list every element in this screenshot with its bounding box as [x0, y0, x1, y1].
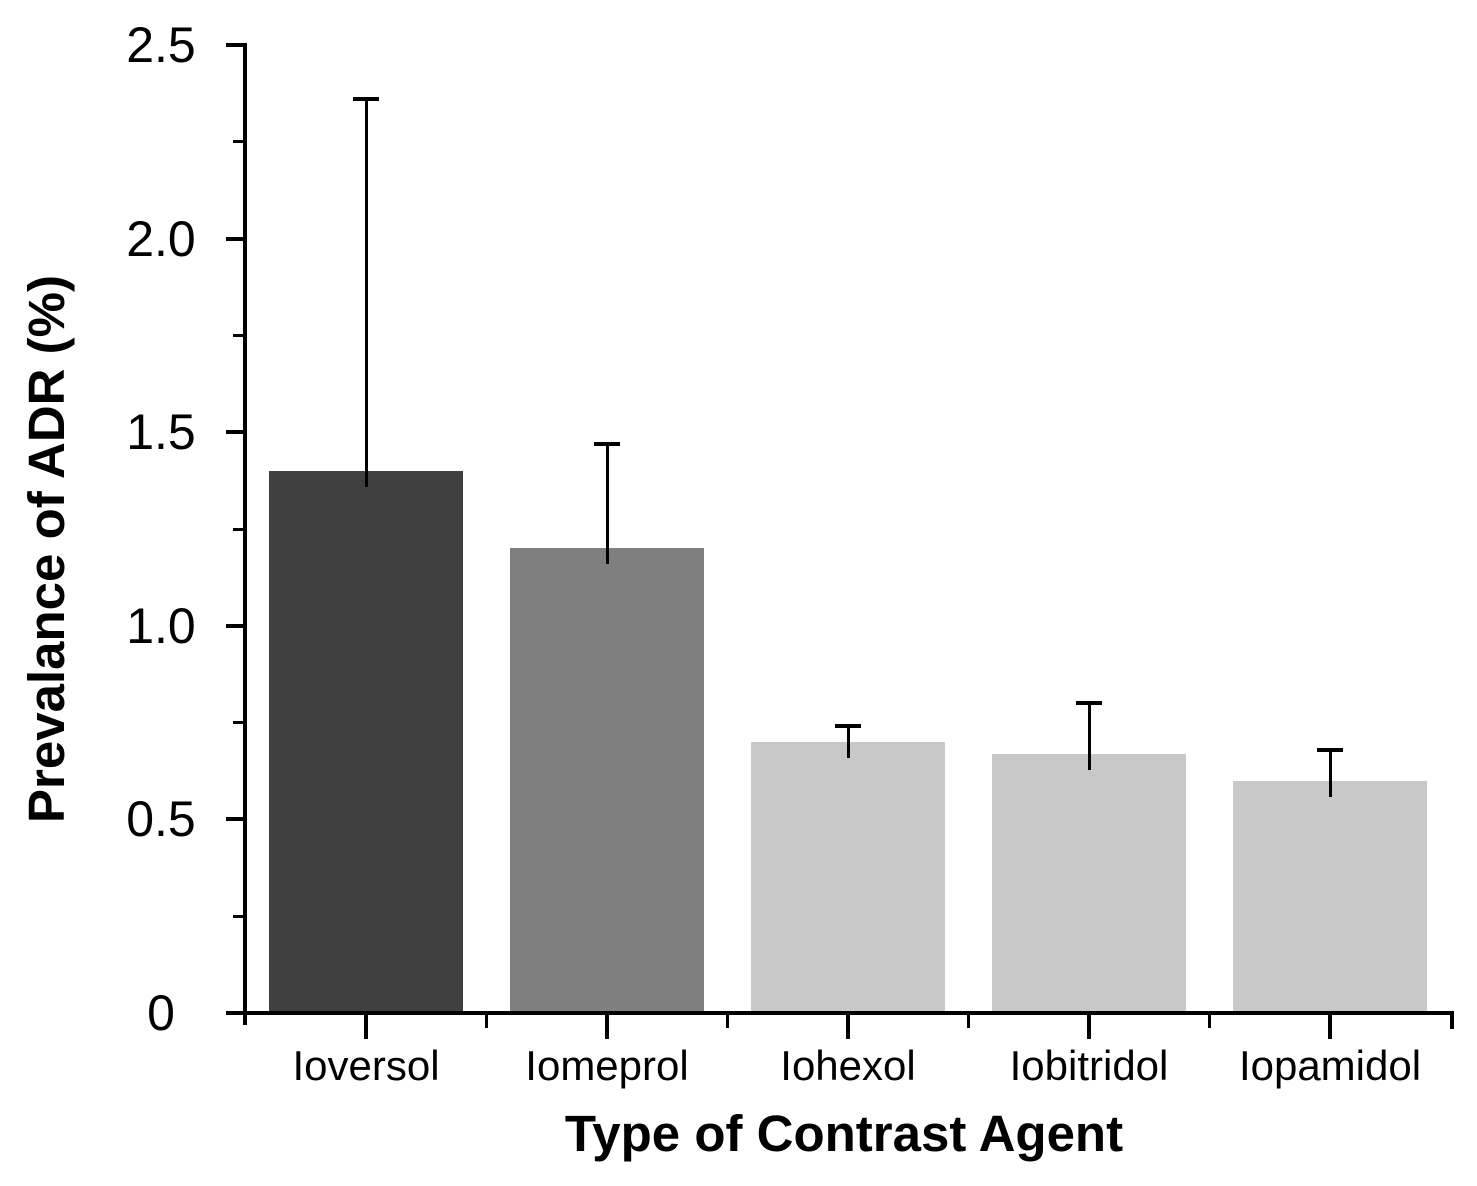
x-category-label: Iomeprol [525, 1042, 689, 1089]
x-minor-tick [1208, 1015, 1211, 1028]
x-category-label: Iobitridol [1009, 1042, 1169, 1089]
error-bar-cap [594, 441, 620, 446]
x-major-tick [1328, 1015, 1332, 1039]
error-bar-cap [835, 724, 861, 729]
x-minor-tick [967, 1015, 970, 1028]
x-axis-line [228, 1011, 1454, 1015]
x-major-tick [1087, 1015, 1091, 1039]
y-major-tick [226, 236, 243, 241]
x-major-tick [846, 1015, 850, 1039]
y-tick-label: 0 [147, 985, 175, 1041]
x-minor-tick [485, 1015, 488, 1028]
y-axis-title: Prevalance of ADR (%) [18, 275, 75, 823]
y-tick-label: 2.5 [126, 17, 196, 73]
x-major-tick [364, 1015, 368, 1039]
bar [510, 548, 704, 1013]
y-tick-label: 1.5 [126, 404, 196, 461]
error-bar-line [364, 99, 368, 487]
y-axis-line [243, 43, 247, 1025]
error-bar-cap [1317, 747, 1343, 752]
bar [1233, 780, 1427, 1013]
y-minor-tick [233, 721, 243, 725]
y-minor-tick [233, 140, 243, 144]
y-tick-label: 1.0 [126, 597, 196, 654]
x-axis-title: Type of Contrast Agent [564, 1105, 1124, 1162]
error-bar-cap [1076, 701, 1102, 706]
bar [992, 753, 1186, 1013]
y-major-tick [226, 623, 243, 628]
y-tick-label: 0.5 [126, 791, 196, 848]
x-category-label: Iohexol [780, 1042, 916, 1089]
y-major-tick [226, 817, 243, 822]
x-minor-tick [726, 1015, 729, 1028]
error-bar-line [1087, 703, 1091, 770]
y-major-tick [226, 430, 243, 435]
bar [751, 741, 945, 1013]
y-minor-tick [233, 914, 243, 918]
error-bar-line [846, 726, 850, 758]
error-bar-cap [353, 97, 379, 102]
y-minor-tick [233, 333, 243, 337]
error-bar-line [605, 443, 609, 565]
x-major-tick [605, 1015, 609, 1039]
bar [269, 470, 463, 1013]
y-major-tick [226, 43, 243, 47]
x-category-label: Iopamidol [1238, 1042, 1422, 1089]
y-minor-tick [233, 527, 243, 531]
y-major-tick [226, 1011, 243, 1015]
error-bar-line [1328, 749, 1332, 797]
x-category-label: Ioversol [292, 1042, 440, 1089]
y-tick-label: 2.0 [126, 210, 196, 267]
x-axis-end-tick [1450, 1015, 1454, 1029]
